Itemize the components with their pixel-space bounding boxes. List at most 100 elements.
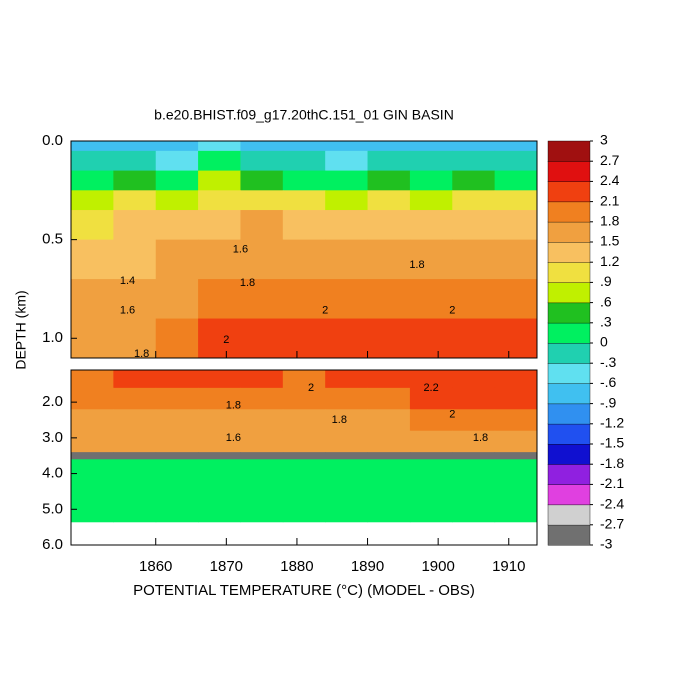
contour-cell xyxy=(494,409,538,432)
contour-cell xyxy=(367,210,411,241)
contour-cell xyxy=(325,239,369,280)
contour-cell xyxy=(367,318,411,359)
contour-cell xyxy=(367,239,411,280)
contour-cell xyxy=(494,370,538,389)
colorbar-swatch xyxy=(547,383,591,405)
contour-cell xyxy=(198,452,241,460)
contour-cell xyxy=(409,190,453,211)
contour-cell xyxy=(494,150,538,172)
contour-cell xyxy=(325,370,369,389)
contour-cell xyxy=(367,370,411,389)
contour-cell xyxy=(409,452,453,460)
contour-cell xyxy=(325,387,369,410)
y-tick-label: 6.0 xyxy=(42,536,63,553)
contour-cell xyxy=(155,239,199,280)
contour-label: 1.4 xyxy=(120,275,135,287)
contour-cell xyxy=(494,210,538,241)
contour-cell xyxy=(113,170,157,191)
colorbar-label: -1.2 xyxy=(600,415,624,431)
panel-frame xyxy=(70,369,538,546)
contour-cell xyxy=(325,409,369,432)
colorbar-swatch xyxy=(547,241,591,263)
contour-cell xyxy=(113,141,157,152)
contour-cell xyxy=(282,318,326,359)
x-tick-label: 1900 xyxy=(421,558,454,575)
contour-cell xyxy=(409,459,453,523)
contour-cell xyxy=(71,190,114,211)
colorbar-swatch xyxy=(547,221,591,243)
contour-cell xyxy=(494,239,538,280)
contour-cell xyxy=(71,170,114,191)
colorbar-swatch xyxy=(547,464,591,485)
colorbar-swatch xyxy=(547,302,591,324)
contour-cell xyxy=(367,452,411,460)
contour-cell xyxy=(240,409,284,432)
colorbar-label: .6 xyxy=(600,293,612,309)
contour-label: 2 xyxy=(449,409,455,421)
contour-cell xyxy=(155,370,199,389)
colorbar-label: 2.4 xyxy=(600,172,620,188)
colorbar-label: .9 xyxy=(600,273,612,289)
contour-cell xyxy=(494,318,538,359)
contour-cell xyxy=(409,239,453,280)
contour-cell xyxy=(155,459,199,523)
contour-cell xyxy=(71,409,114,432)
contour-cell xyxy=(282,459,326,523)
contour-cell xyxy=(325,452,369,460)
colorbar-label: 2.7 xyxy=(600,152,620,168)
contour-cell xyxy=(494,430,538,453)
contour-cell xyxy=(155,409,199,432)
contour-label: 1.6 xyxy=(226,432,241,444)
contour-cell xyxy=(409,318,453,359)
contour-cell xyxy=(71,150,114,172)
contour-cell xyxy=(71,452,114,460)
contour-cell xyxy=(282,387,326,410)
contour-cell xyxy=(409,370,453,389)
colorbar-swatch xyxy=(547,443,591,465)
contour-label: 2.2 xyxy=(423,382,438,394)
contour-cell xyxy=(155,141,199,152)
contour-cell xyxy=(71,370,114,389)
x-tick-label: 1870 xyxy=(210,558,243,575)
contour-cell xyxy=(325,190,369,211)
contour-cell xyxy=(409,430,453,453)
contour-cell xyxy=(240,210,284,241)
contour-label: 1.8 xyxy=(473,432,488,444)
x-tick-label: 1910 xyxy=(492,558,525,575)
contour-cell xyxy=(282,370,326,389)
contour-cell xyxy=(198,279,241,320)
contour-cell xyxy=(367,430,411,453)
contour-cell xyxy=(367,387,411,410)
colorbar-label: -2.4 xyxy=(600,495,624,511)
contour-cell xyxy=(155,150,199,172)
contour-cell xyxy=(325,210,369,241)
contour-cell xyxy=(452,210,496,241)
contour-cell xyxy=(71,141,114,152)
contour-cell xyxy=(325,279,369,320)
contour-cell xyxy=(282,409,326,432)
colorbar-label: -1.5 xyxy=(600,435,624,451)
contour-cell xyxy=(155,387,199,410)
contour-cell xyxy=(325,170,369,191)
contour-cell xyxy=(494,459,538,523)
contour-cell xyxy=(198,318,241,359)
contour-cell xyxy=(155,190,199,211)
contour-cell xyxy=(452,279,496,320)
contour-cell xyxy=(113,279,157,320)
contour-cell xyxy=(71,430,114,453)
contour-cell xyxy=(71,239,114,280)
contour-cell xyxy=(325,459,369,523)
contour-cell xyxy=(240,279,284,320)
contour-cell xyxy=(282,141,326,152)
contour-label: 1.8 xyxy=(409,259,424,271)
contour-cell xyxy=(325,150,369,172)
contour-cell xyxy=(113,239,157,280)
contour-cell xyxy=(113,409,157,432)
colorbar-swatch xyxy=(547,524,591,546)
contour-cell xyxy=(113,190,157,211)
contour-cell xyxy=(240,452,284,460)
contour-cell xyxy=(452,459,496,523)
colorbar-swatch xyxy=(547,181,591,203)
contour-label: 2 xyxy=(308,382,314,394)
